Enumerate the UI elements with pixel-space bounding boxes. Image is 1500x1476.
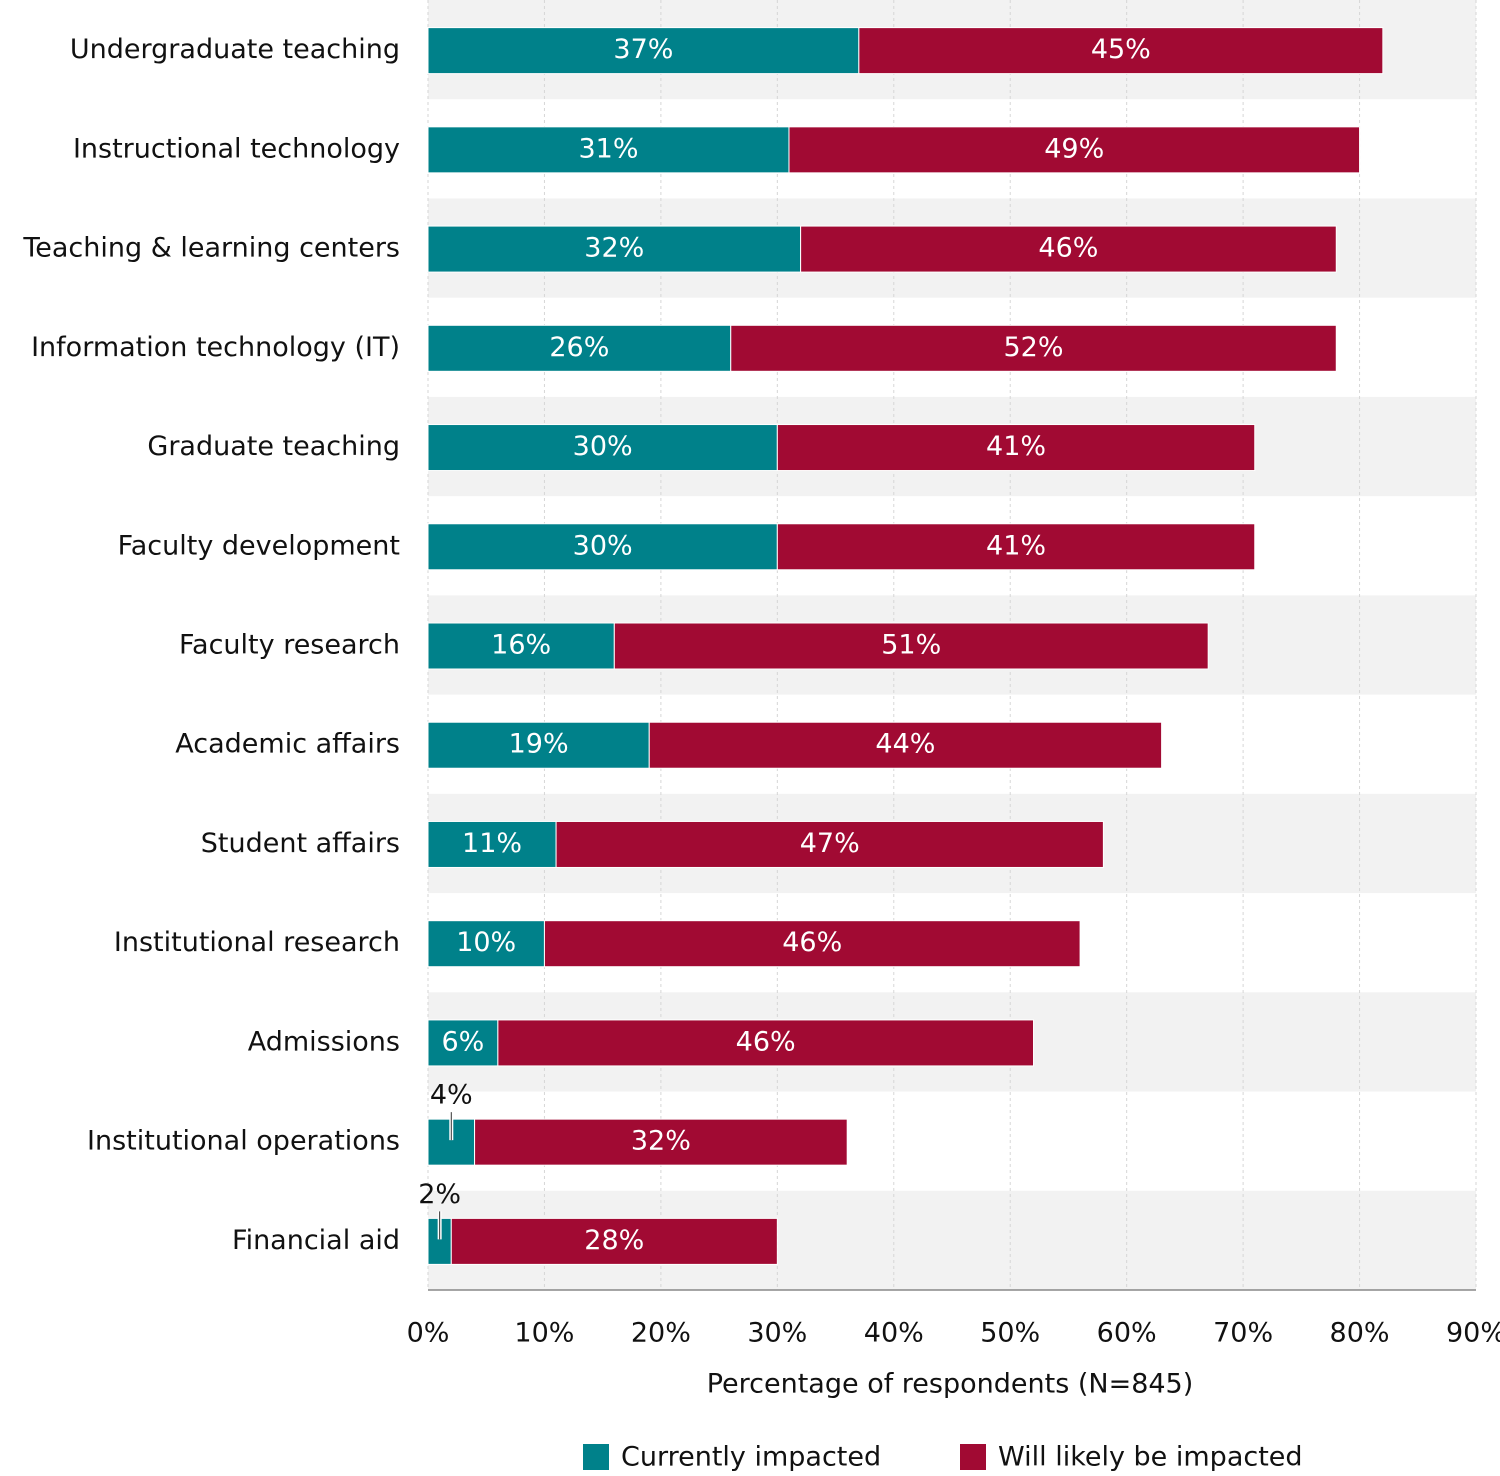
data-label: 31% (578, 133, 638, 164)
data-label: 28% (584, 1225, 644, 1256)
data-label: 11% (462, 828, 522, 859)
bar-segment (427, 920, 545, 968)
data-label: 41% (986, 431, 1046, 462)
legend-swatch (583, 1444, 609, 1470)
data-label: 30% (573, 431, 633, 462)
y-tick-label: Information technology (IT) (31, 332, 400, 363)
y-tick-label: Admissions (248, 1026, 400, 1057)
y-tick-label: Financial aid (232, 1225, 400, 1256)
data-label: 10% (456, 927, 516, 958)
legend-swatch (960, 1444, 986, 1470)
bar-segment (555, 820, 1104, 868)
data-label: 32% (631, 1126, 691, 1157)
data-label: 6% (442, 1026, 485, 1057)
data-label: 37% (613, 34, 673, 65)
data-label: 45% (1091, 34, 1151, 65)
bar-segment (776, 523, 1256, 571)
bar-segment (858, 27, 1384, 75)
data-label: 46% (1038, 233, 1098, 264)
data-label: 2% (418, 1179, 461, 1210)
bar-segment (427, 1019, 499, 1067)
y-tick-label: Teaching & learning centers (22, 233, 400, 264)
bar-segment (427, 721, 650, 769)
x-tick-label: 20% (631, 1318, 691, 1349)
legend-label: Currently impacted (621, 1442, 881, 1473)
data-label: 52% (1004, 332, 1064, 363)
bar-segment (427, 424, 778, 472)
x-tick-label: 10% (514, 1318, 574, 1349)
x-tick-label: 90% (1446, 1318, 1500, 1349)
data-label: 49% (1044, 133, 1104, 164)
bar-segment (427, 27, 860, 75)
bar-segment (474, 1118, 848, 1166)
y-tick-label: Instructional technology (73, 133, 400, 164)
y-tick-label: Undergraduate teaching (70, 34, 400, 65)
data-label: 41% (986, 530, 1046, 561)
data-label: 19% (509, 729, 569, 760)
x-axis-label: Percentage of respondents (N=845) (707, 1369, 1194, 1400)
bar-segment (497, 1019, 1035, 1067)
bar-segment (427, 324, 732, 372)
data-label: 46% (782, 927, 842, 958)
bar-segment (730, 324, 1337, 372)
y-tick-label: Institutional research (114, 927, 400, 958)
x-tick-label: 0% (407, 1318, 450, 1349)
legend-label: Will likely be impacted (998, 1442, 1303, 1473)
bar-segment (788, 126, 1361, 174)
data-label: 51% (881, 630, 941, 661)
x-tick-label: 50% (980, 1318, 1040, 1349)
data-label: 47% (800, 828, 860, 859)
x-tick-label: 40% (864, 1318, 924, 1349)
y-tick-label: Faculty development (118, 530, 400, 561)
x-tick-label: 80% (1330, 1318, 1390, 1349)
data-label: 4% (430, 1080, 473, 1111)
y-tick-label: Faculty research (179, 630, 400, 661)
y-tick-label: Student affairs (201, 828, 400, 859)
bar-segment (648, 721, 1163, 769)
bar-segment (427, 523, 778, 571)
bar-segment (800, 225, 1337, 273)
data-label: 32% (584, 233, 644, 264)
bar-segment (613, 622, 1209, 670)
bar-segment (543, 920, 1081, 968)
data-label: 16% (491, 630, 551, 661)
data-label: 30% (573, 530, 633, 561)
x-tick-label: 70% (1213, 1318, 1273, 1349)
data-label: 26% (549, 332, 609, 363)
data-label: 46% (736, 1026, 796, 1057)
bar-segment (427, 820, 557, 868)
x-tick-label: 30% (747, 1318, 807, 1349)
y-tick-label: Institutional operations (87, 1126, 400, 1157)
y-tick-label: Academic affairs (175, 729, 400, 760)
bar-segment (450, 1217, 778, 1265)
data-label: 44% (875, 729, 935, 760)
y-tick-label: Graduate teaching (147, 431, 400, 462)
x-tick-label: 60% (1097, 1318, 1157, 1349)
bar-segment (776, 424, 1256, 472)
